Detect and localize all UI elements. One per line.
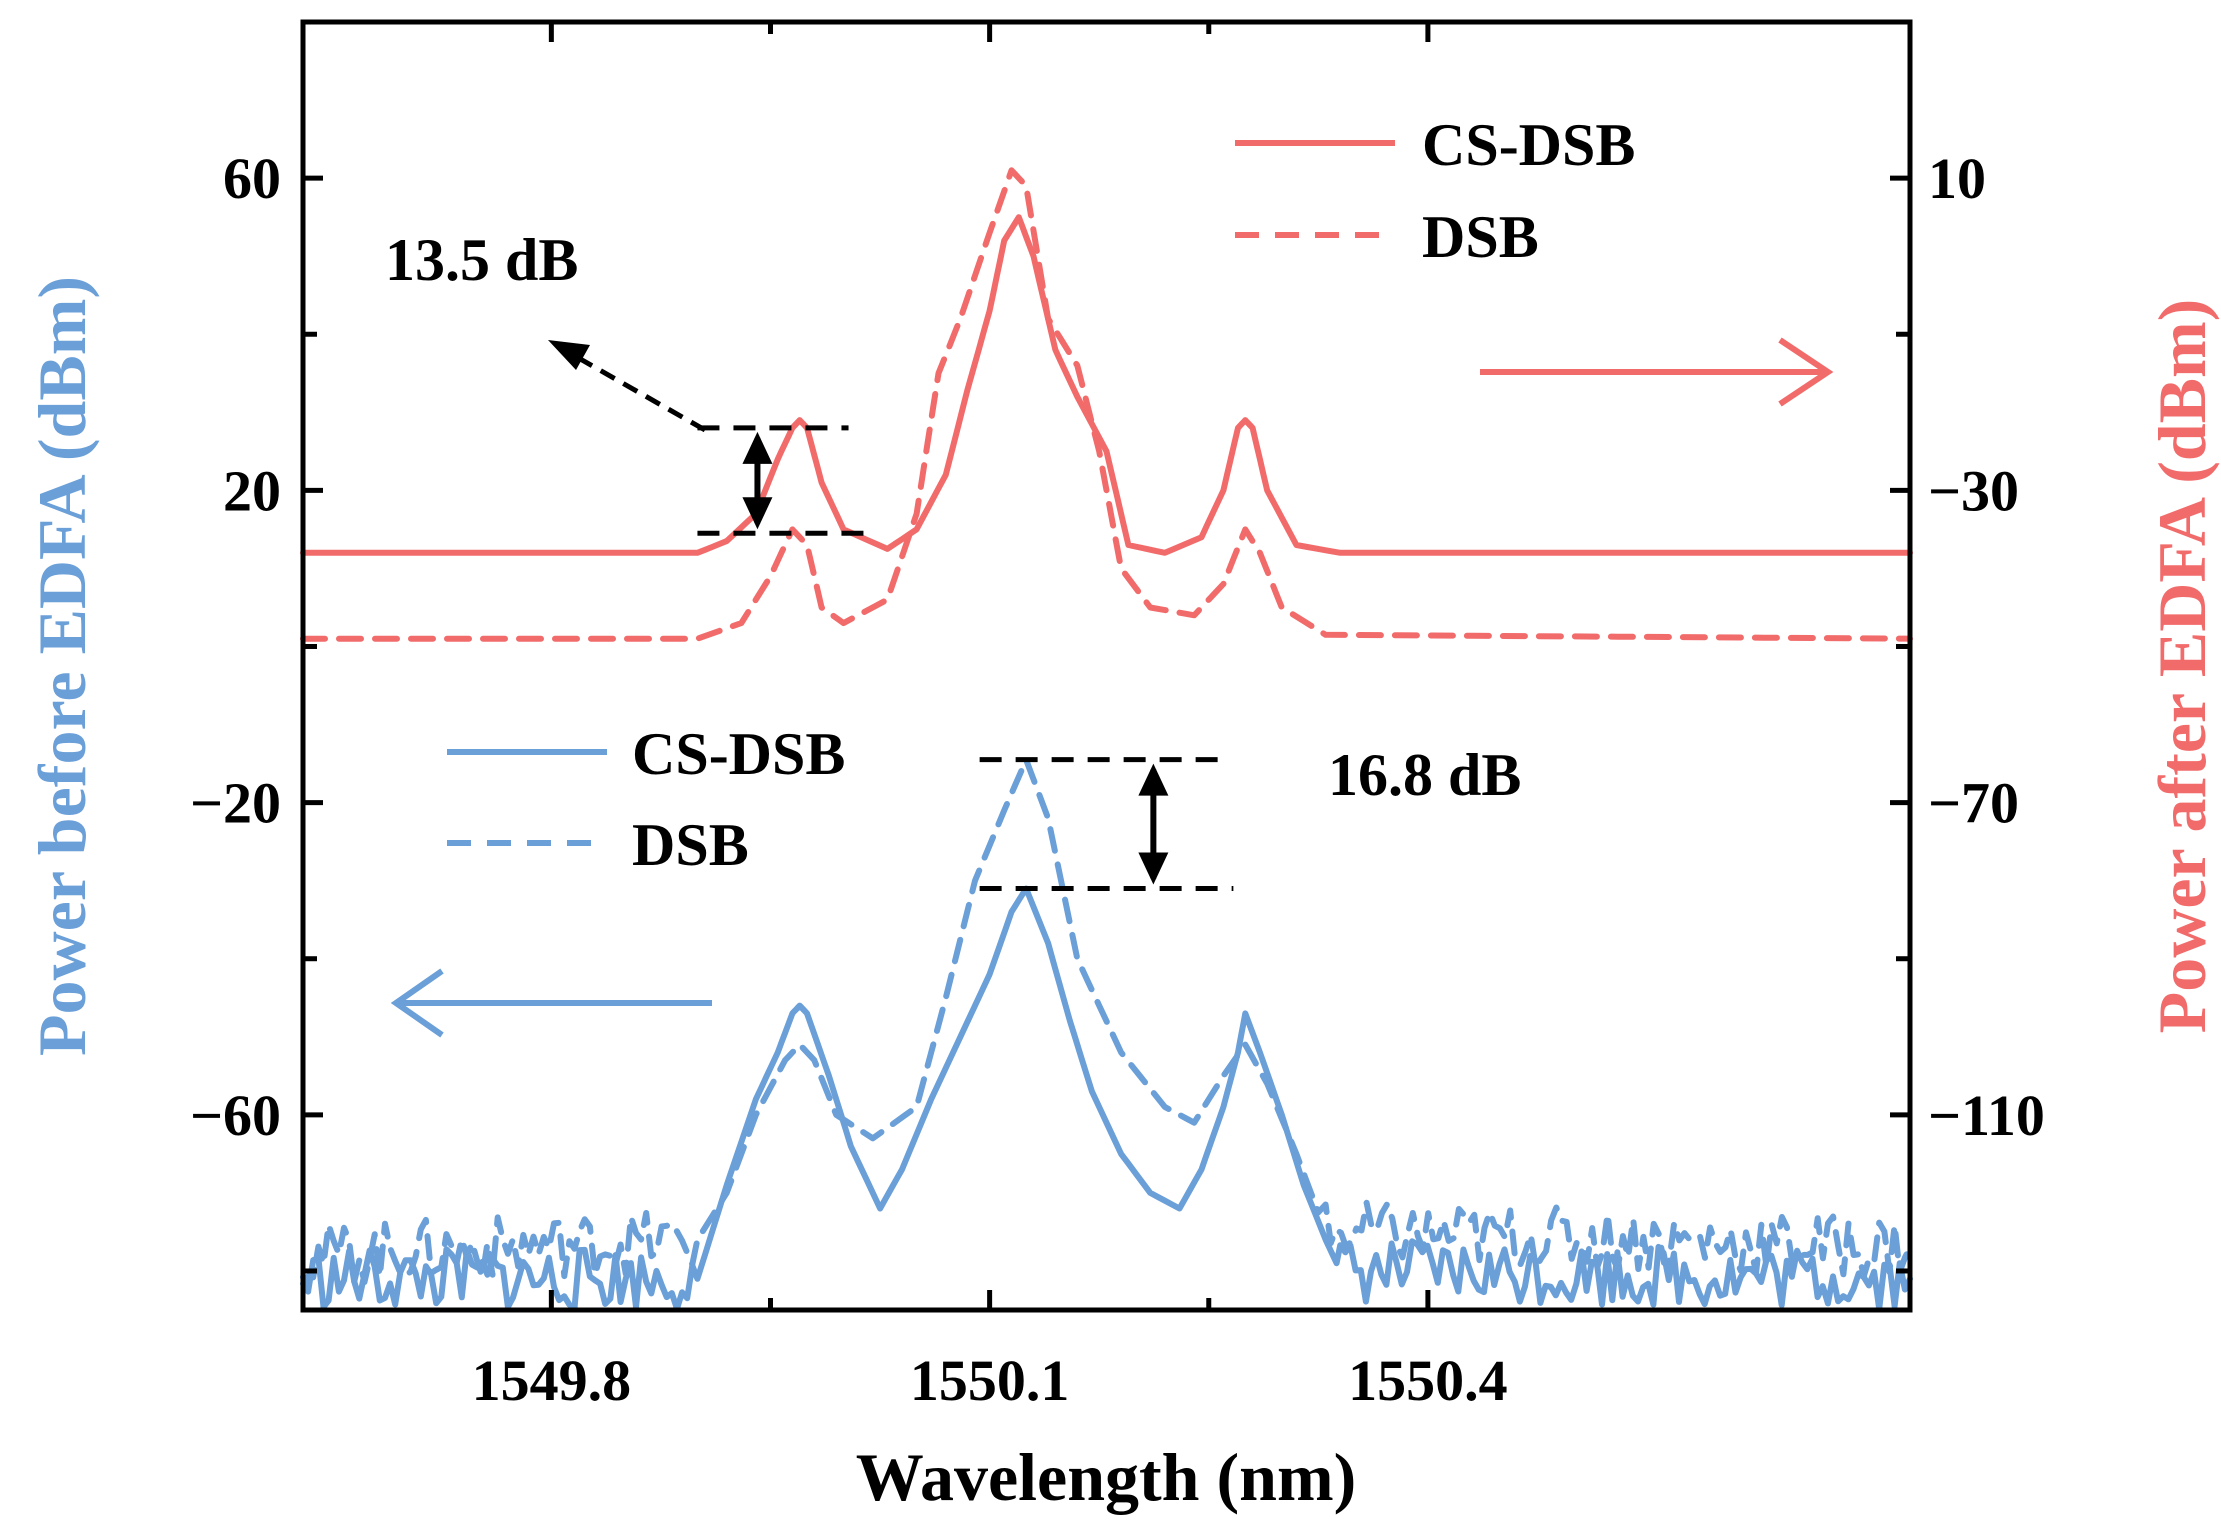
- y-left-tick-label: 20: [223, 458, 281, 523]
- y-left-tick-label: 60: [223, 146, 281, 211]
- x-tick-label: 1550.4: [1348, 1348, 1508, 1413]
- y-right-tick-label: −70: [1928, 771, 2019, 836]
- legend-after-dsb-label: DSB: [1422, 204, 1539, 270]
- annotation-16-8-arrowhead-up-icon: [1138, 763, 1169, 796]
- series-layer: [300, 167, 1913, 1313]
- y-left-tick-label: −20: [190, 771, 281, 836]
- annotation-13-5-arrowhead-up-icon: [742, 431, 773, 464]
- series-before-dsb: [300, 756, 1913, 1287]
- legend-after-cs-dsb-label: CS-DSB: [1422, 112, 1635, 178]
- left-axis-arrow-icon: [390, 968, 712, 1038]
- legend-before-cs-dsb-label: CS-DSB: [632, 721, 845, 787]
- series-after-cs-dsb: [300, 214, 1913, 556]
- y-right-tick-label: 10: [1928, 146, 1986, 211]
- x-tick-label: 1549.8: [472, 1348, 632, 1413]
- plot-frame: [300, 19, 1913, 1313]
- x-tick-label: 1550.1: [910, 1348, 1070, 1413]
- legend-before: CS-DSB DSB: [447, 721, 845, 878]
- annotations: 13.5 dB 16.8 dB: [385, 227, 1521, 891]
- y-axis-left-title: Power before EDFA (dBm): [24, 276, 100, 1056]
- y-left-tick-label: −60: [190, 1083, 281, 1148]
- ticks-layer: 1549.8 1550.1 1550.4 60 20 −20 −60 10 −30 −70 −110: [190, 22, 2045, 1413]
- y-axis-right-title: Power after EDFA (dBm): [2144, 299, 2220, 1034]
- series-before-cs-dsb: [300, 885, 1913, 1313]
- annotation-13-5-arrowhead-down-icon: [742, 497, 773, 530]
- x-axis-title: Wavelength (nm): [856, 1439, 1357, 1515]
- y-right-tick-label: −110: [1928, 1083, 2045, 1148]
- annotation-16-8-arrowhead-down-icon: [1138, 852, 1169, 885]
- annotation-13-5-pointer-head-icon: [548, 340, 590, 370]
- right-axis-arrow-icon: [1480, 337, 1834, 407]
- annotation-13-5-label: 13.5 dB: [385, 227, 578, 293]
- series-after-dsb: [300, 167, 1913, 642]
- y-right-tick-label: −30: [1928, 458, 2019, 523]
- legend-before-dsb-label: DSB: [632, 812, 749, 878]
- annotation-16-8-label: 16.8 dB: [1328, 742, 1521, 808]
- legend-after: CS-DSB DSB: [1235, 112, 1635, 270]
- annotation-13-5-pointer: [566, 349, 707, 433]
